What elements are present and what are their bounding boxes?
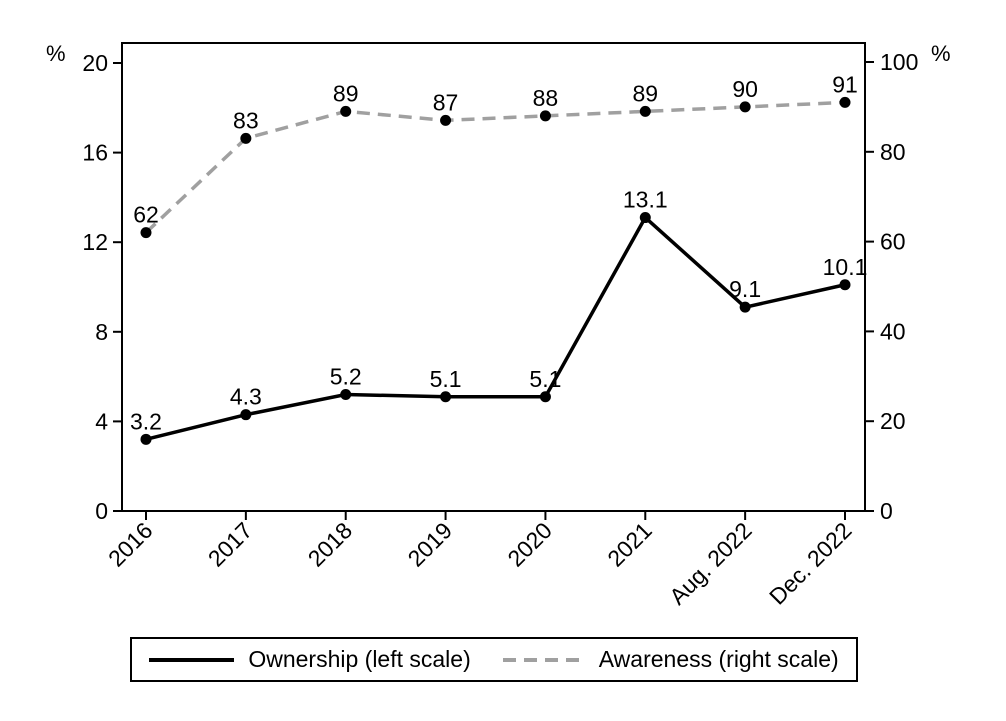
awareness-marker — [539, 110, 551, 122]
x-axis-tick-label: Aug. 2022 — [664, 517, 757, 610]
awareness-data-label: 89 — [632, 80, 658, 106]
right-axis-tick-label: 0 — [880, 498, 893, 524]
right-axis-tick-label: 80 — [880, 139, 906, 165]
awareness-series: 62 83 89 87 88 89 90 91 — [133, 71, 858, 239]
right-axis-tick-label: 40 — [880, 318, 906, 344]
chart-legend: Ownership (left scale) Awareness (right … — [130, 637, 858, 682]
left-axis-tick-label: 4 — [95, 408, 108, 434]
ownership-line — [145, 214, 846, 442]
ownership-data-label: 13.1 — [623, 187, 668, 213]
awareness-marker — [639, 105, 651, 117]
ownership-marker — [440, 391, 452, 403]
awareness-marker — [440, 114, 452, 126]
right-axis: 0 20 40 60 80 100 — [865, 49, 918, 524]
left-axis: 0 4 8 12 16 20 — [82, 50, 122, 524]
x-axis-tick-label: 2019 — [403, 517, 458, 572]
left-axis-tick-label: 12 — [82, 229, 108, 255]
x-axis-tick-label: 2017 — [203, 517, 258, 572]
x-axis-tick-label: 2021 — [602, 517, 657, 572]
awareness-data-label: 90 — [732, 76, 758, 102]
ownership-data-label: 9.1 — [729, 276, 761, 302]
awareness-dashed-line-sample-icon — [502, 657, 585, 662]
awareness-data-label: 88 — [533, 85, 559, 111]
right-axis-tick-label: 60 — [880, 229, 906, 255]
awareness-data-label: 62 — [133, 202, 159, 228]
ownership-series: 3.2 4.3 5.2 5.1 5.1 13.1 9.1 10.1 — [130, 187, 867, 445]
ownership-data-label: 3.2 — [130, 408, 162, 434]
x-axis-tick-label: Dec. 2022 — [764, 517, 857, 610]
ownership-data-label: 5.1 — [529, 366, 561, 392]
left-axis-unit-label: % — [46, 41, 66, 66]
left-axis-tick-label: 0 — [95, 498, 108, 524]
legend-label-awareness: Awareness (right scale) — [598, 646, 839, 672]
plot-border — [121, 42, 866, 512]
ownership-marker — [240, 409, 252, 421]
right-axis-tick-label: 20 — [880, 408, 906, 434]
ownership-marker — [739, 301, 751, 313]
awareness-marker — [839, 96, 851, 108]
x-axis-tick-label: 2016 — [103, 517, 158, 572]
ownership-data-label: 5.1 — [430, 366, 462, 392]
ownership-marker — [340, 389, 352, 401]
legend-label-ownership: Ownership (left scale) — [248, 646, 471, 672]
awareness-data-label: 87 — [433, 89, 459, 115]
awareness-data-label: 91 — [832, 71, 858, 97]
ownership-marker — [539, 391, 551, 403]
awareness-marker — [240, 132, 252, 144]
ownership-marker — [140, 433, 152, 445]
awareness-marker — [739, 101, 751, 113]
awareness-line — [144, 100, 846, 234]
x-axis-tick-label: 2018 — [303, 517, 358, 572]
ownership-data-label: 5.2 — [330, 364, 362, 390]
ownership-data-label: 10.1 — [823, 254, 868, 280]
left-axis-tick-label: 16 — [82, 140, 108, 166]
right-axis-tick-label: 100 — [880, 49, 918, 75]
right-axis-unit-label: % — [931, 41, 951, 66]
x-axis: 2016 2017 2018 2019 2020 2021 Aug. 2022 Dec. 20… — [103, 511, 857, 610]
left-axis-tick-label: 20 — [82, 50, 108, 76]
awareness-marker — [140, 227, 152, 239]
ownership-solid-line-sample-icon — [149, 657, 235, 662]
ownership-marker — [639, 212, 651, 224]
awareness-marker — [340, 105, 352, 117]
ownership-marker — [839, 279, 851, 291]
ownership-data-label: 4.3 — [230, 384, 262, 410]
awareness-data-label: 89 — [333, 80, 359, 106]
left-axis-tick-label: 8 — [95, 319, 108, 345]
awareness-data-label: 83 — [233, 107, 259, 133]
x-axis-tick-label: 2020 — [502, 517, 557, 572]
